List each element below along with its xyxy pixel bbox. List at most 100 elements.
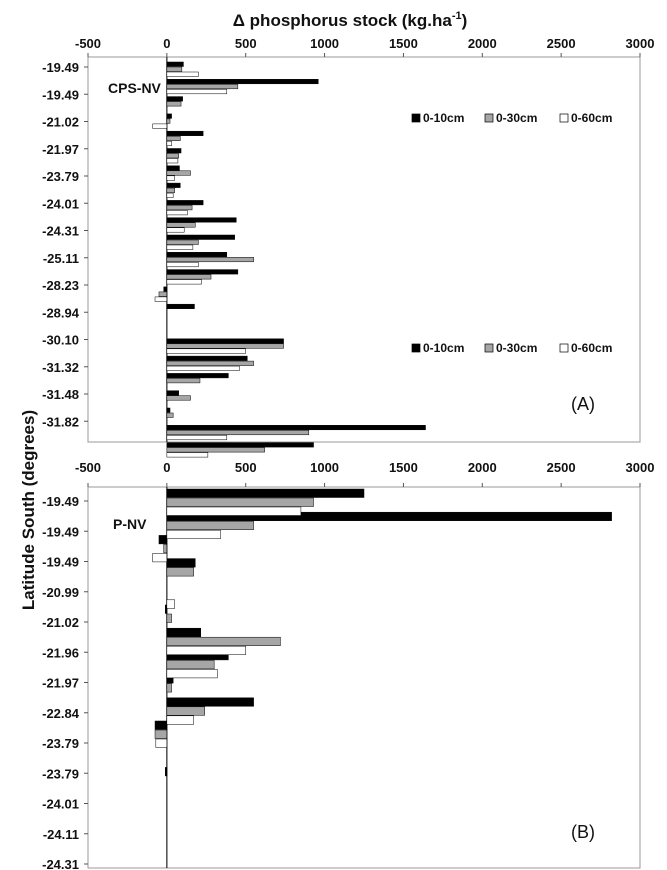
bar-b-2-7	[166, 669, 218, 679]
y-tick-label-a-10: -30.10	[42, 333, 79, 348]
bar-a-0-2	[166, 96, 183, 102]
corner-label-a: (A)	[571, 394, 595, 414]
y-tick-label-a-2: -21.02	[42, 115, 79, 130]
bar-a-0-13	[163, 286, 168, 292]
bar-b-0-6	[166, 627, 202, 637]
y-tick-label-a-1: -19.49	[42, 87, 79, 102]
bar-a-0-18	[166, 373, 229, 379]
legend-swatch-a-1	[484, 113, 494, 123]
bar-a-1-4	[166, 135, 181, 141]
x-tick-label-b-5: 2000	[468, 460, 497, 475]
y-tick-label-b-5: -21.96	[42, 645, 79, 660]
bar-a-2-6	[166, 175, 175, 181]
y-tick-label-b-10: -24.01	[42, 797, 79, 812]
bar-b-2-10	[155, 738, 168, 748]
bar-a-0-0	[166, 61, 184, 67]
bar-a-0-20	[166, 407, 171, 413]
y-tick-label-a-7: -25.11	[43, 251, 79, 266]
bar-a-1-20	[166, 412, 174, 418]
bar-a-2-21	[166, 435, 228, 441]
x-tick-label-b-6: 2500	[547, 460, 576, 475]
bar-b-1-5	[166, 613, 172, 623]
legend-swatch-b-0	[411, 343, 421, 353]
x-tick-label-a-4: 1500	[389, 36, 418, 51]
legend-swatch-b-1	[484, 343, 494, 353]
legend-swatch-a-0	[411, 113, 421, 123]
bar-a-2-0	[166, 71, 199, 77]
bar-a-1-2	[166, 101, 182, 107]
y-tick-label-b-2: -19.49	[42, 555, 79, 570]
y-tick-label-b-7: -22.84	[42, 706, 80, 721]
bar-a-2-12	[166, 279, 202, 285]
bar-a-0-10	[166, 234, 235, 240]
x-tick-label-a-1: 0	[163, 36, 170, 51]
bar-b-2-0	[166, 506, 302, 516]
panel-label-a: CPS-NV	[108, 80, 162, 96]
bar-a-1-19	[166, 395, 191, 401]
bar-a-0-3	[166, 113, 172, 119]
x-tick-label-a-6: 2500	[547, 36, 576, 51]
y-tick-label-b-3: -20.99	[42, 585, 79, 600]
bar-b-1-8	[166, 683, 172, 693]
bar-a-1-18	[166, 378, 201, 384]
y-tick-label-a-13: -31.82	[42, 414, 79, 429]
bar-a-1-16	[166, 343, 284, 349]
y-tick-label-b-0: -19.49	[42, 494, 79, 509]
bar-b-1-10	[154, 729, 168, 739]
bar-a-2-22	[166, 452, 209, 458]
bar-a-0-12	[166, 269, 239, 275]
bar-b-0-3	[166, 558, 196, 568]
bar-b-2-6	[166, 645, 246, 655]
x-tick-label-a-7: 3000	[626, 36, 655, 51]
bar-a-2-4	[166, 140, 172, 146]
bar-a-1-17	[166, 360, 254, 366]
bar-a-1-0	[166, 66, 183, 72]
bar-a-0-8	[166, 200, 204, 206]
bar-a-2-9	[166, 227, 185, 233]
bar-a-1-6	[166, 170, 191, 176]
bar-a-1-22	[166, 447, 265, 453]
bar-b-2-1	[166, 529, 221, 539]
y-tick-label-b-4: -21.02	[42, 615, 79, 630]
bar-a-0-1	[166, 79, 319, 85]
y-tick-label-a-9: -28.94	[42, 305, 80, 320]
legend-label-a-2: 0-60cm	[571, 111, 612, 125]
chart-panel-a: -500 0 500 1000 1500 2000 2500 3000 -19.49 -19.49…	[42, 36, 655, 458]
plot-frame-a	[87, 56, 641, 443]
x-tick-label-a-0: -500	[75, 36, 101, 51]
x-tick-label-b-4: 1500	[389, 460, 418, 475]
bar-b-0-9	[166, 697, 254, 707]
bar-b-1-3	[166, 567, 194, 577]
bar-b-1-2	[163, 544, 168, 554]
y-tick-label-a-3: -21.97	[42, 142, 79, 157]
bar-a-0-19	[166, 390, 179, 396]
legend-label-b-0: 0-10cm	[423, 341, 464, 355]
panel-label-b: P-NV	[113, 516, 147, 532]
y-tick-label-b-8: -23.79	[42, 736, 79, 751]
bar-a-2-8	[166, 210, 188, 216]
x-axis-title-close: )	[462, 11, 468, 30]
y-tick-label-a-6: -24.31	[42, 224, 79, 239]
legend-label-b-1: 0-30cm	[496, 341, 537, 355]
bar-a-2-13	[154, 296, 168, 302]
x-tick-label-b-3: 1000	[310, 460, 339, 475]
bar-b-1-0	[166, 497, 314, 507]
plot-frame-b	[87, 486, 641, 869]
bar-a-1-10	[166, 239, 199, 245]
legend-label-a-1: 0-30cm	[496, 111, 537, 125]
bar-a-0-7	[166, 182, 181, 188]
x-tick-label-a-2: 500	[235, 36, 257, 51]
corner-label-b: (B)	[571, 822, 595, 842]
x-axis-title-main: Δ phosphorus stock (kg.ha	[233, 11, 453, 30]
y-tick-label-b-9: -23.79	[42, 766, 79, 781]
x-tick-label-b-7: 3000	[626, 460, 655, 475]
y-tick-label-a-11: -31.32	[42, 360, 79, 375]
bar-b-1-7	[166, 660, 215, 670]
bar-a-1-5	[166, 153, 179, 159]
bar-a-0-9	[166, 217, 237, 223]
bar-a-1-21	[166, 430, 310, 436]
bar-a-1-11	[166, 257, 254, 263]
bar-a-2-10	[166, 244, 194, 250]
bar-a-2-3	[152, 123, 168, 129]
